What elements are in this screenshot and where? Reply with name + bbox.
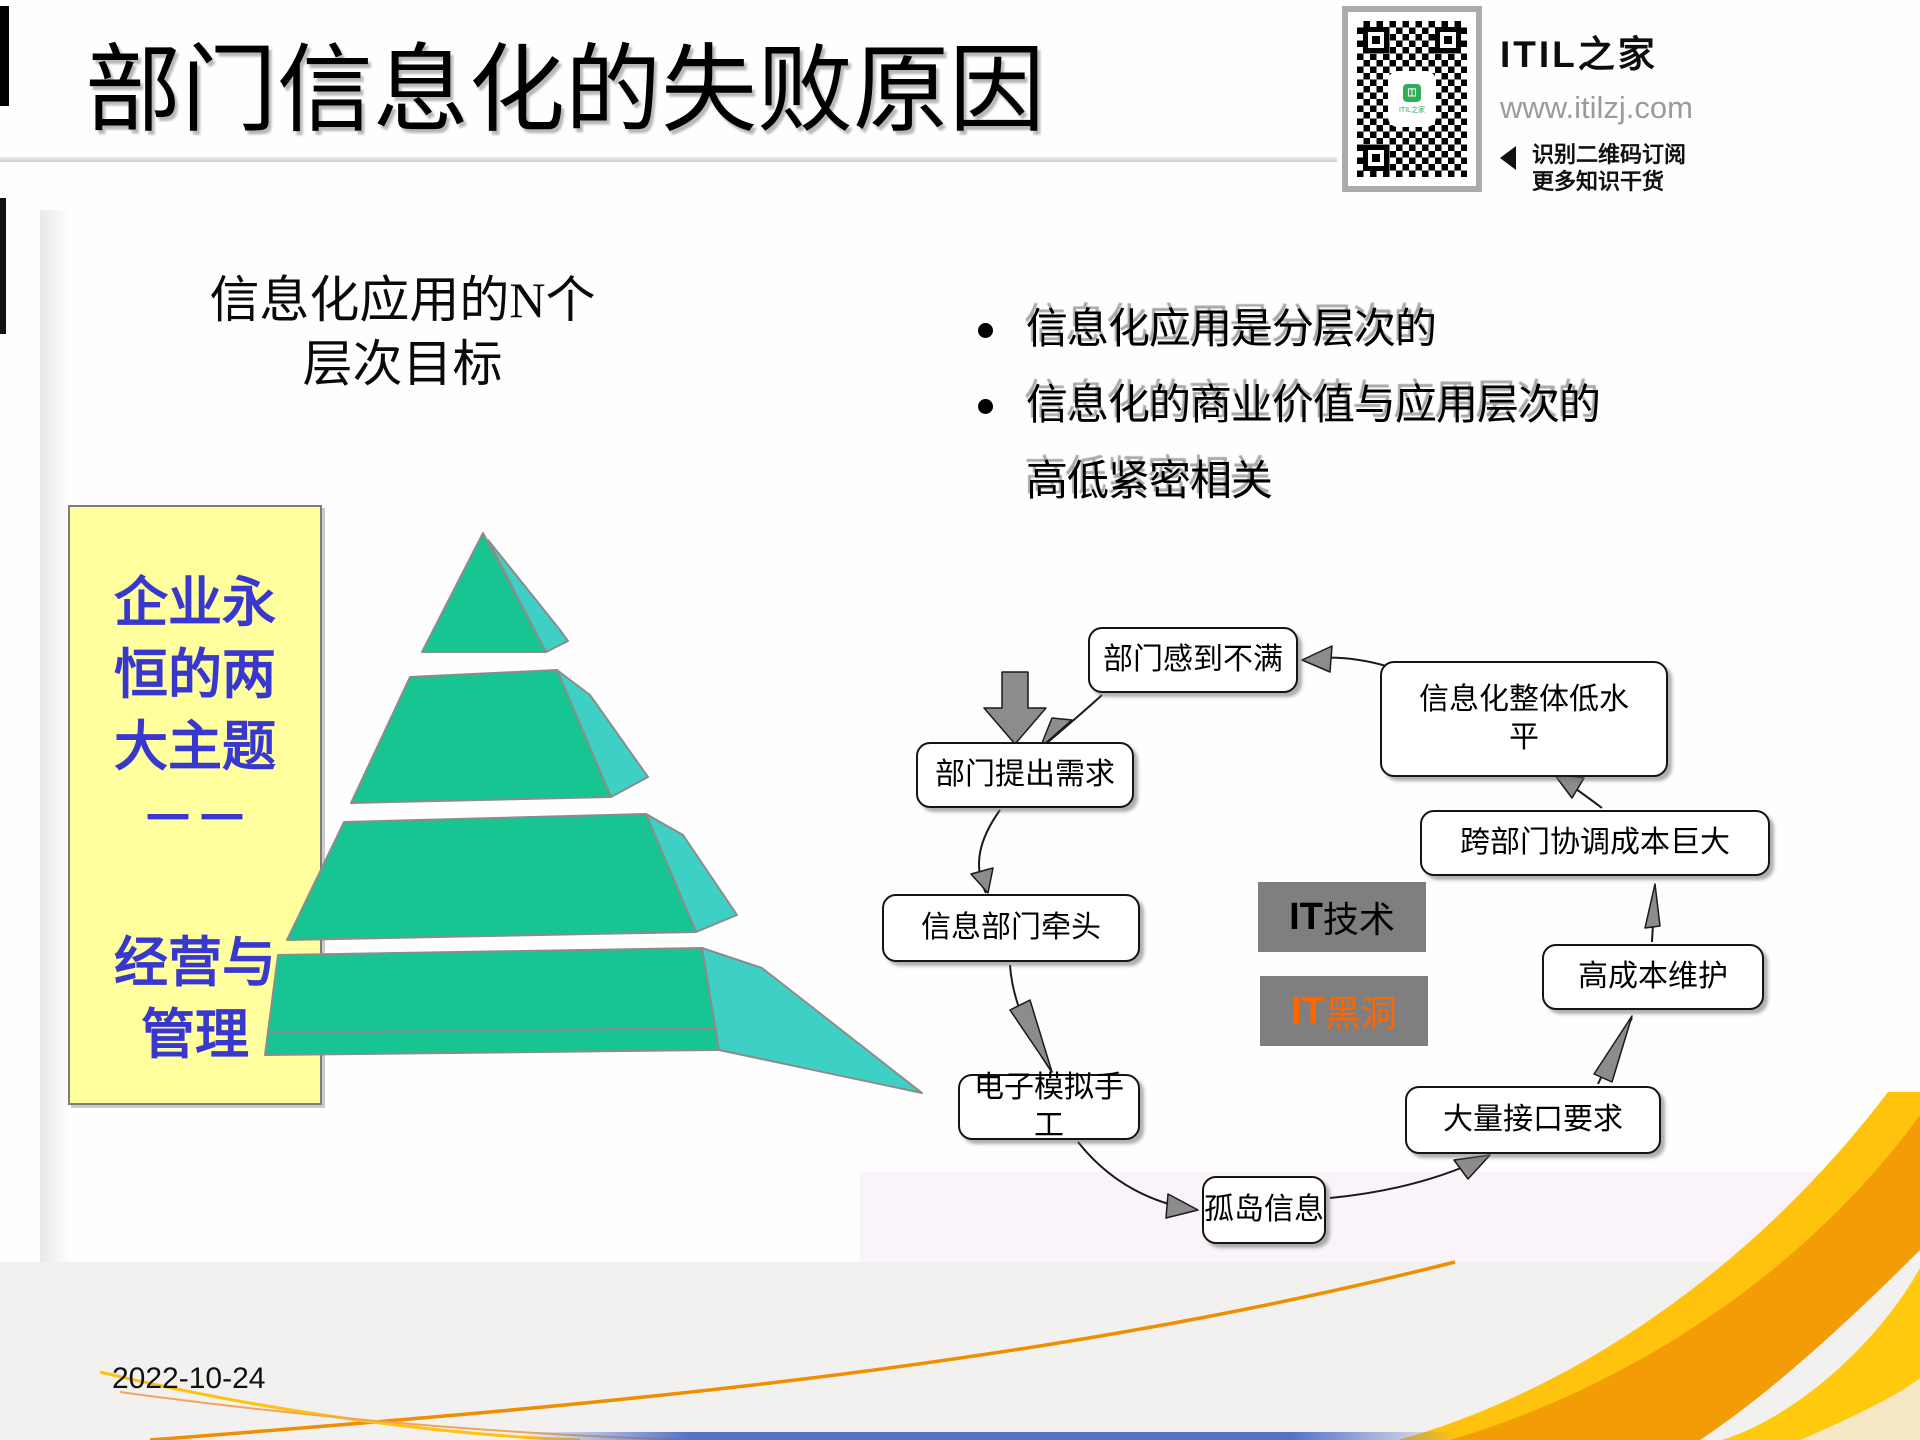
itil-logo-icon: ◫: [1403, 83, 1421, 102]
it-blackhole-box: IT 黑洞: [1260, 976, 1428, 1046]
cycle-node-electronic-manual: 电子模拟手工: [958, 1071, 1140, 1142]
title-divider: [0, 157, 1337, 162]
it-label: 黑洞: [1324, 994, 1397, 1034]
qr-finder-icon: [1435, 27, 1461, 53]
bullet-item: 信息化的商业价值与应用层次的高低紧密相关: [968, 368, 1608, 520]
cycle-node-dissatisfied: 部门感到不满: [1088, 627, 1298, 693]
left-triangle-icon: [1500, 146, 1516, 170]
pyramid-diagram: [264, 532, 923, 1094]
qr-code: ◫ ITIL之家: [1342, 6, 1482, 192]
arrowhead-icon: [970, 867, 994, 894]
it-prefix: IT: [1289, 895, 1323, 938]
it-label: 技术: [1322, 900, 1395, 940]
lavender-band: [860, 1172, 1920, 1262]
arrowhead-icon: [1165, 1193, 1199, 1219]
theme-box-text: 企业永 恒的两 大主题 －－ 经营与 管理: [114, 573, 276, 1065]
arrowhead-icon: [1039, 717, 1073, 749]
bullet-item: 信息化应用是分层次的: [968, 292, 1608, 368]
arrowhead-icon: [1593, 1015, 1633, 1083]
page-title: 部门信息化的失败原因: [85, 37, 1045, 144]
cycle-node-low-level: 信息化整体低水平: [1380, 661, 1668, 777]
cycle-node-interface-demand: 大量接口要求: [1405, 1086, 1661, 1154]
qr-finder-icon: [1363, 145, 1389, 171]
tagline-line1: 识别二维码订阅: [1532, 142, 1687, 167]
it-prefix: IT: [1291, 989, 1325, 1032]
arrowhead-icon: [1644, 883, 1661, 929]
bullet-list: 信息化应用是分层次的 信息化的商业价值与应用层次的高低紧密相关: [968, 292, 1608, 520]
scan-artifact-bar: [0, 198, 6, 334]
arrowhead-icon: [1553, 773, 1585, 799]
slide-date: 2022-10-24: [112, 1362, 266, 1395]
it-technology-box: IT 技术: [1258, 882, 1426, 952]
cycle-node-high-maintenance: 高成本维护: [1542, 944, 1764, 1010]
qr-modules: ◫ ITIL之家: [1357, 21, 1467, 177]
qr-badge-label: ITIL之家: [1398, 106, 1426, 114]
arrowhead-icon: [1453, 1154, 1491, 1180]
qr-finder-icon: [1363, 27, 1389, 53]
cycle-node-dept-demand: 部门提出需求: [916, 742, 1134, 808]
scan-artifact-bar: [0, 6, 9, 106]
brand-name: ITIL之家: [1500, 34, 1658, 75]
brand-website: www.itilzj.com: [1500, 90, 1693, 125]
tagline-line2: 更多知识干货: [1532, 169, 1665, 194]
cycle-node-island-info: 孤岛信息: [1202, 1176, 1326, 1244]
cycle-node-coordination-cost: 跨部门协调成本巨大: [1420, 810, 1770, 876]
arrowhead-icon: [1301, 645, 1333, 673]
block-down-arrow-icon: [983, 671, 1047, 745]
brand-tagline: 识别二维码订阅 更多知识干货: [1532, 141, 1686, 195]
bottom-blue-bar: [520, 1432, 1460, 1440]
pyramid-heading: 信息化应用的N个 层次目标: [209, 272, 596, 392]
content-left-gradient: [40, 210, 68, 1262]
cycle-node-it-dept-lead: 信息部门牵头: [882, 894, 1140, 962]
qr-center-badge: ◫ ITIL之家: [1390, 73, 1434, 125]
arrowhead-icon: [1009, 999, 1053, 1073]
